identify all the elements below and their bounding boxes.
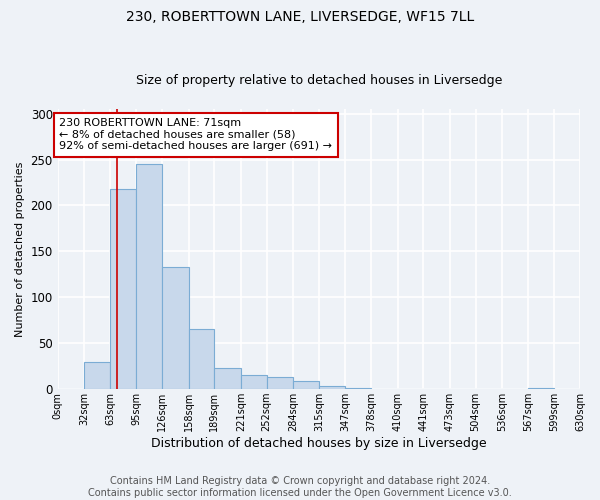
Bar (346, 388, 371, 389)
Bar (266, 377, 293, 389)
Bar (214, 368, 241, 389)
Title: Size of property relative to detached houses in Liversedge: Size of property relative to detached ho… (136, 74, 502, 87)
Text: 230, ROBERTTOWN LANE, LIVERSEDGE, WF15 7LL: 230, ROBERTTOWN LANE, LIVERSEDGE, WF15 7… (126, 10, 474, 24)
Bar (293, 381, 319, 389)
Bar (136, 164, 162, 389)
X-axis label: Distribution of detached houses by size in Liversedge: Distribution of detached houses by size … (151, 437, 487, 450)
Bar (528, 388, 554, 389)
Text: 230 ROBERTTOWN LANE: 71sqm
← 8% of detached houses are smaller (58)
92% of semi-: 230 ROBERTTOWN LANE: 71sqm ← 8% of detac… (59, 118, 332, 152)
Y-axis label: Number of detached properties: Number of detached properties (15, 162, 25, 337)
Bar (162, 267, 188, 389)
Bar (241, 376, 266, 389)
Bar (110, 189, 136, 389)
Bar (84, 362, 110, 389)
Bar (188, 330, 214, 389)
Text: Contains HM Land Registry data © Crown copyright and database right 2024.
Contai: Contains HM Land Registry data © Crown c… (88, 476, 512, 498)
Bar (319, 386, 346, 389)
